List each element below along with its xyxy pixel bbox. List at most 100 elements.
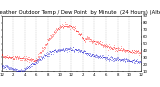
Point — [64, 50, 66, 51]
Point — [94, 43, 96, 44]
Point — [76, 30, 79, 31]
Point — [87, 52, 89, 54]
Point — [12, 58, 15, 59]
Point — [78, 49, 80, 50]
Point — [44, 43, 47, 45]
Point — [32, 59, 35, 61]
Point — [45, 55, 47, 56]
Point — [104, 46, 106, 47]
Point — [95, 54, 98, 55]
Point — [41, 57, 43, 59]
Point — [129, 60, 131, 61]
Point — [123, 59, 126, 60]
Point — [94, 56, 96, 57]
Point — [44, 54, 46, 56]
Point — [87, 38, 90, 39]
Point — [12, 68, 15, 70]
Point — [131, 60, 134, 61]
Point — [99, 56, 101, 57]
Point — [50, 53, 53, 54]
Point — [103, 43, 106, 45]
Point — [124, 50, 126, 51]
Point — [110, 49, 113, 50]
Point — [85, 36, 88, 38]
Point — [135, 61, 137, 62]
Point — [69, 28, 71, 29]
Point — [56, 51, 59, 52]
Point — [68, 48, 71, 50]
Point — [115, 58, 117, 60]
Point — [111, 48, 113, 49]
Point — [35, 59, 37, 61]
Point — [107, 58, 110, 59]
Point — [139, 51, 141, 53]
Point — [134, 61, 136, 62]
Point — [117, 49, 120, 51]
Point — [100, 42, 103, 43]
Point — [1, 65, 4, 67]
Point — [99, 44, 101, 45]
Point — [20, 69, 23, 71]
Point — [108, 47, 110, 48]
Point — [84, 38, 86, 39]
Point — [77, 50, 80, 51]
Point — [26, 59, 28, 60]
Point — [60, 26, 62, 27]
Point — [4, 57, 6, 58]
Point — [21, 69, 24, 71]
Point — [6, 58, 9, 59]
Point — [102, 46, 104, 48]
Point — [34, 60, 36, 62]
Point — [122, 48, 124, 49]
Point — [104, 58, 106, 59]
Point — [106, 58, 108, 60]
Point — [87, 53, 90, 54]
Point — [131, 50, 133, 51]
Point — [18, 70, 20, 71]
Point — [26, 60, 29, 62]
Point — [64, 47, 67, 49]
Point — [36, 58, 38, 60]
Point — [136, 50, 139, 52]
Point — [39, 58, 41, 60]
Point — [37, 60, 39, 61]
Point — [115, 47, 118, 49]
Point — [97, 55, 99, 57]
Point — [66, 51, 68, 52]
Point — [96, 54, 99, 56]
Point — [111, 58, 114, 60]
Point — [115, 47, 117, 48]
Point — [7, 56, 9, 58]
Point — [136, 62, 138, 64]
Point — [82, 50, 85, 51]
Point — [137, 61, 140, 63]
Point — [75, 29, 78, 30]
Point — [67, 25, 70, 27]
Point — [18, 57, 21, 58]
Point — [48, 53, 51, 55]
Point — [81, 52, 84, 53]
Point — [112, 46, 115, 48]
Point — [137, 52, 140, 53]
Point — [118, 59, 121, 60]
Point — [8, 55, 10, 57]
Point — [58, 50, 61, 51]
Point — [55, 28, 57, 30]
Point — [111, 47, 113, 49]
Point — [1, 55, 4, 57]
Point — [75, 49, 78, 51]
Point — [41, 50, 44, 51]
Point — [19, 57, 21, 59]
Point — [15, 68, 18, 70]
Point — [81, 36, 84, 38]
Point — [134, 51, 136, 52]
Point — [46, 54, 49, 55]
Point — [40, 59, 42, 60]
Point — [110, 48, 112, 49]
Point — [132, 62, 135, 63]
Point — [123, 58, 126, 59]
Point — [74, 48, 76, 50]
Point — [92, 42, 94, 43]
Point — [91, 53, 93, 55]
Point — [128, 60, 131, 62]
